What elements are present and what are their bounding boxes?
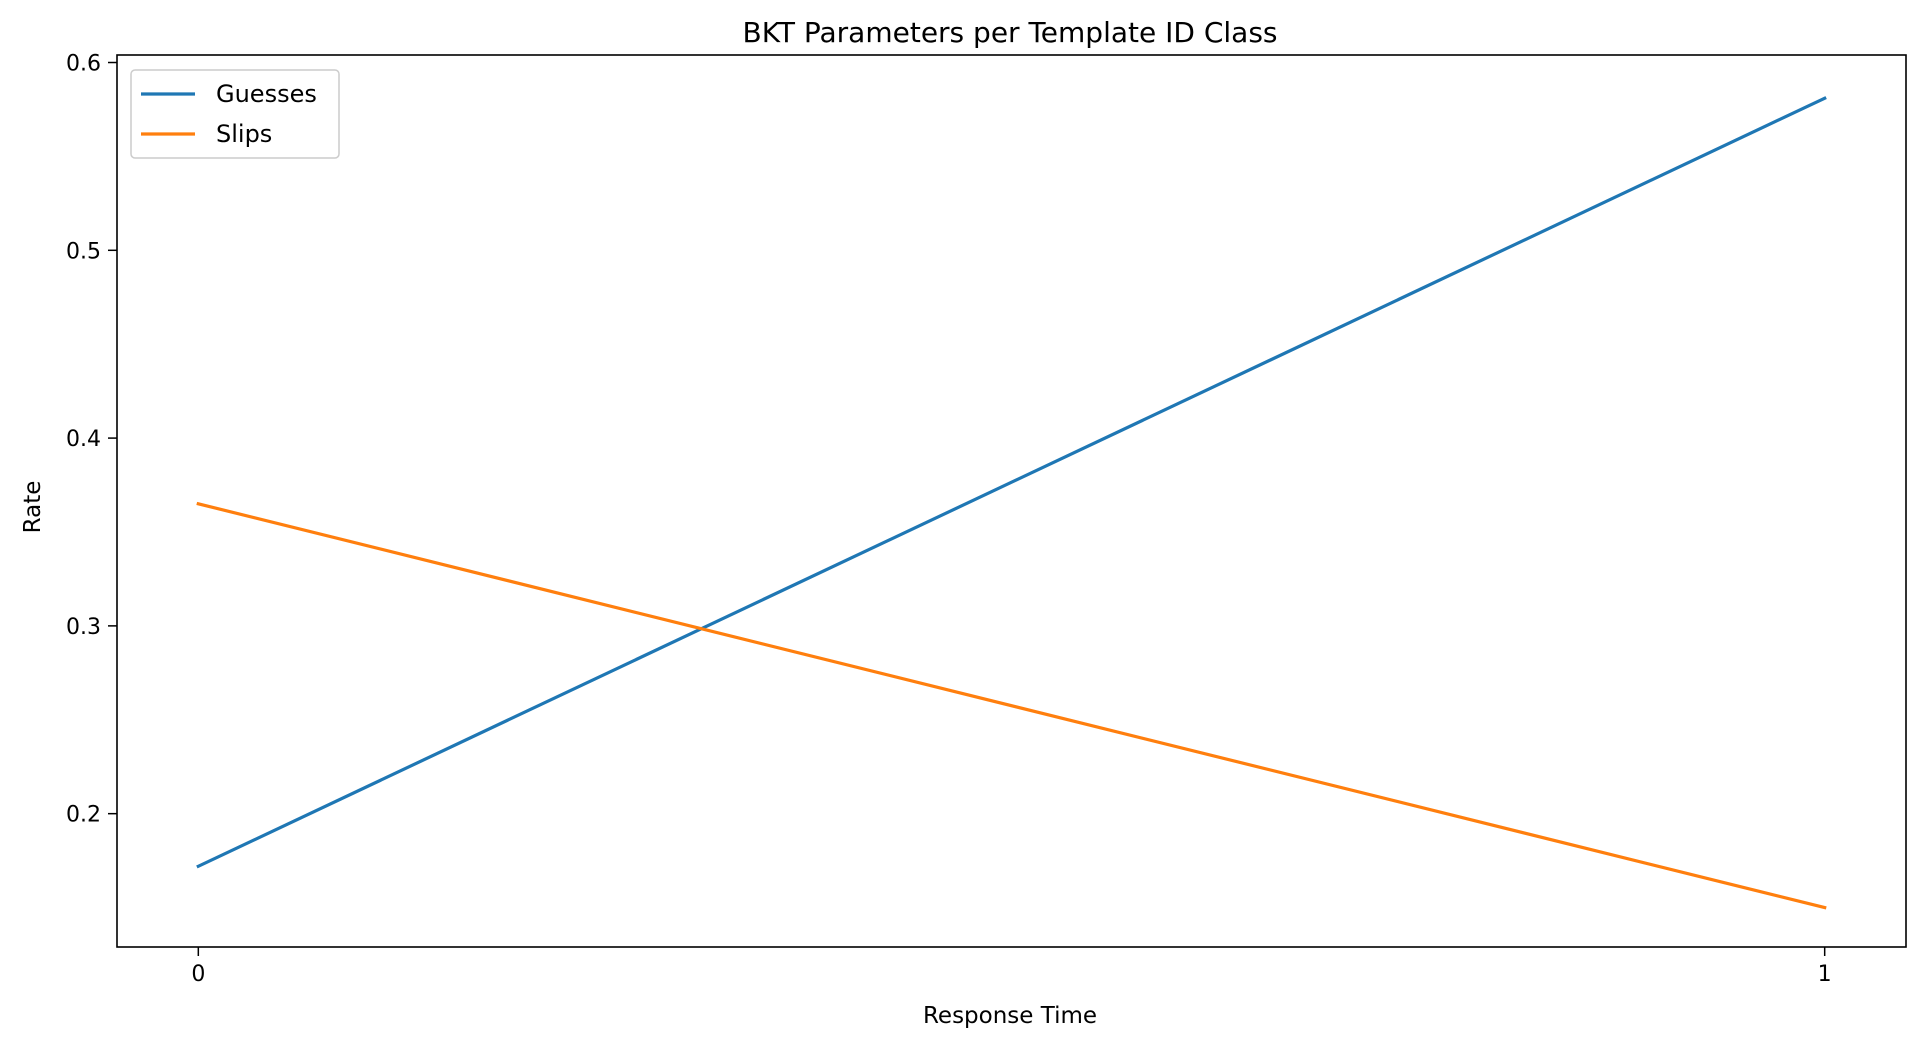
series-line-slips [196,501,1827,910]
y-tick-label: 0.3 [66,615,101,640]
y-tick-label: 0.2 [66,803,101,828]
series-line-guesses [196,96,1827,869]
y-axis-label: Rate [20,481,46,534]
y-axis-ticks: 0.2 0.3 0.4 0.5 0.6 [66,52,117,828]
x-tick-label: 0 [191,962,205,987]
series-layer [196,96,1827,910]
y-tick-label: 0.4 [66,427,101,452]
chart-title: BKT Parameters per Template ID Class [742,16,1277,49]
plot-area [116,54,1907,948]
y-tick-label: 0.6 [66,52,101,77]
legend-frame [130,69,340,159]
legend-label-slips: Slips [216,120,272,148]
x-axis-label: Response Time [923,1003,1097,1029]
y-tick-label: 0.5 [66,239,101,264]
axes-frame [116,54,1907,948]
x-tick-label: 1 [1818,962,1832,987]
legend-label-guesses: Guesses [216,80,317,108]
legend: Guesses Slips [130,69,340,159]
